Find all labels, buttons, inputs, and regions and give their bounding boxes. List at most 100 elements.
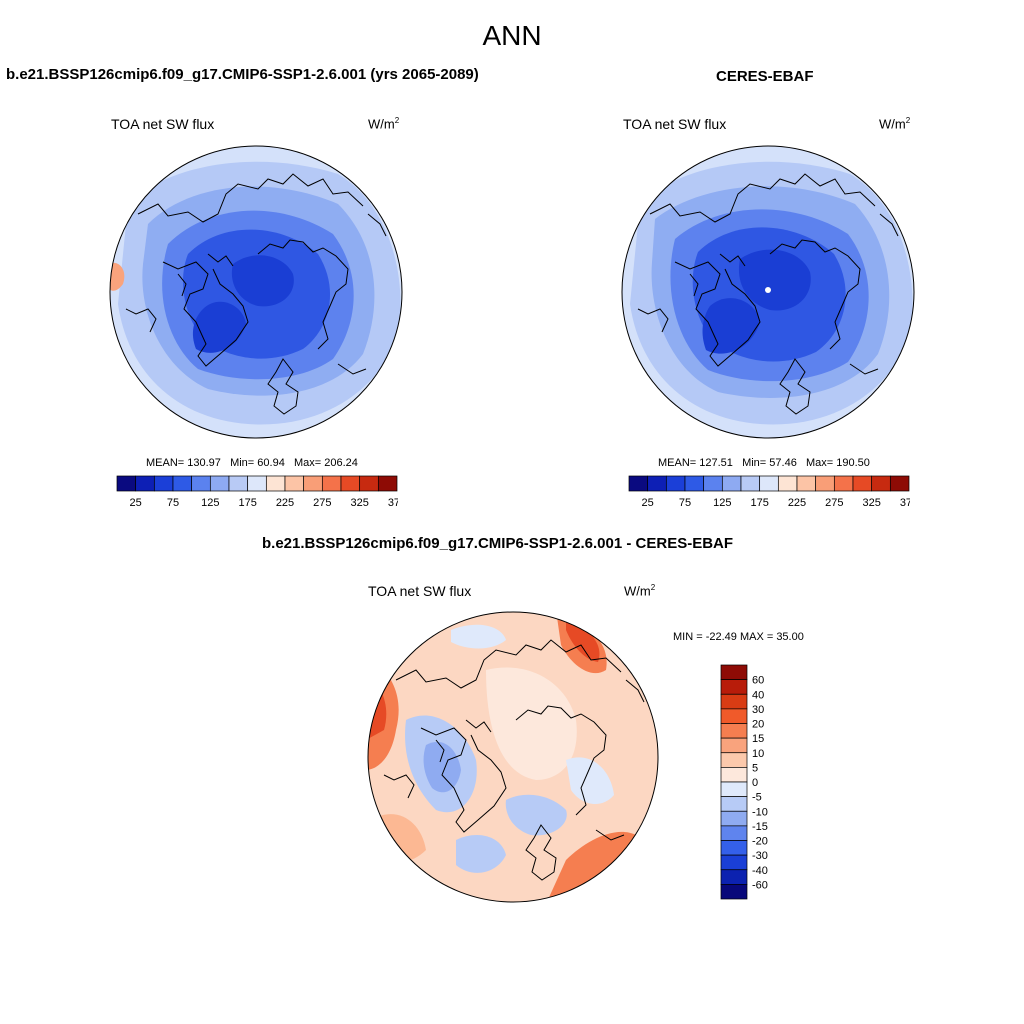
panel-title-obs: CERES-EBAF xyxy=(716,68,814,85)
colorbar-segment xyxy=(720,708,748,724)
mean-value: MEAN= 127.51 xyxy=(658,457,733,469)
max-value: Max= 206.24 xyxy=(293,457,358,469)
polar-map-diff xyxy=(367,611,659,903)
colorbar-tick-label: 375 xyxy=(388,497,398,509)
units-label-diff: W/m2 xyxy=(624,583,656,599)
colorbar-segment xyxy=(720,781,748,797)
colorbar-segment xyxy=(720,723,748,739)
colorbar-segment xyxy=(340,475,361,492)
colorbar-segment xyxy=(720,737,748,754)
colorbar-tick-label: 25 xyxy=(642,497,654,509)
colorbar-tick-label: 175 xyxy=(238,497,256,509)
colorbar-tick-label: -60 xyxy=(752,879,768,891)
colorbar-tick-label: -40 xyxy=(752,865,768,877)
colorbar-tick-label: 375 xyxy=(900,497,910,509)
colorbar-tick-label: 325 xyxy=(350,497,368,509)
variable-label-model: TOA net SW flux xyxy=(111,116,215,132)
colorbar-segment xyxy=(720,884,748,900)
colorbar-segment xyxy=(720,664,748,680)
variable-label-obs: TOA net SW flux xyxy=(623,116,727,132)
colorbar-segment xyxy=(703,475,723,492)
colorbar-tick-label: -15 xyxy=(752,821,768,833)
colorbar-segment xyxy=(720,693,748,710)
polar-map-model xyxy=(109,145,403,439)
colorbar-segment xyxy=(852,475,873,492)
colorbar-segment xyxy=(720,810,748,827)
colorbar-segment xyxy=(321,475,342,492)
colorbar-tick-label: -30 xyxy=(752,850,768,862)
colorbar-tick-label: 325 xyxy=(862,497,880,509)
colorbar-tick-label: 40 xyxy=(752,689,764,701)
colorbar-segment xyxy=(191,475,211,492)
colorbar-segment xyxy=(720,796,748,812)
colorbar-tick-label: 0 xyxy=(752,777,758,789)
colorbar-tick-label: 25 xyxy=(130,497,142,509)
colorbar-segment xyxy=(720,767,748,783)
colorbar-tick-label: 225 xyxy=(788,497,806,509)
colorbar-segment xyxy=(628,475,649,492)
colorbar-segment xyxy=(284,475,305,492)
colorbar-segment xyxy=(720,869,748,885)
colorbar-segment xyxy=(359,475,379,492)
colorbar-segment xyxy=(247,475,267,492)
colorbar-segment xyxy=(684,475,705,492)
colorbar-tick-label: 125 xyxy=(201,497,219,509)
colorbar-tick-label: 20 xyxy=(752,719,764,731)
panel-title-diff: b.e21.BSSP126cmip6.f09_g17.CMIP6-SSP1-2.… xyxy=(262,535,734,552)
colorbar-segment xyxy=(720,752,748,768)
colorbar-tick-label: 125 xyxy=(713,497,731,509)
mean-value: MEAN= 130.97 xyxy=(146,457,221,469)
colorbar-segment xyxy=(720,840,748,856)
page-title: ANN xyxy=(482,20,542,51)
colorbar-tick-label: 15 xyxy=(752,733,764,745)
polar-map-obs xyxy=(621,145,915,439)
minmax-diff: MIN = -22.49 MAX = 35.00 xyxy=(673,631,804,643)
colorbar-segment xyxy=(116,475,137,492)
stats-obs: MEAN= 127.51 Min= 57.46 Max= 190.50 xyxy=(658,457,870,469)
colorbar-tick-label: 75 xyxy=(679,497,691,509)
colorbar-obs: 25 75 125 175 225 275 325 375 xyxy=(628,475,910,509)
colorbar-segment xyxy=(153,475,174,492)
colorbar-segment xyxy=(889,475,910,492)
colorbar-segment xyxy=(833,475,854,492)
colorbar-tick-label: 60 xyxy=(752,675,764,687)
colorbar-segment xyxy=(665,475,686,492)
colorbar-segment xyxy=(647,475,667,492)
colorbar-tick-label: -20 xyxy=(752,836,768,848)
colorbar-segment xyxy=(759,475,779,492)
colorbar-segment xyxy=(720,679,748,695)
colorbar-segment xyxy=(815,475,835,492)
colorbar-tick-label: 75 xyxy=(167,497,179,509)
colorbar-segment xyxy=(135,475,155,492)
colorbar-segment xyxy=(228,475,249,492)
colorbar-model: 25 75 125 175 225 275 325 375 xyxy=(116,475,398,509)
colorbar-segment xyxy=(721,475,742,492)
units-label-obs: W/m2 xyxy=(879,116,911,132)
min-value: Min= 60.94 xyxy=(230,457,285,469)
variable-label-diff: TOA net SW flux xyxy=(368,583,472,599)
colorbar-segment xyxy=(871,475,891,492)
colorbar-segment xyxy=(265,475,286,492)
stats-model: MEAN= 130.97 Min= 60.94 Max= 206.24 xyxy=(146,457,358,469)
colorbar-tick-label: 275 xyxy=(825,497,843,509)
colorbar-tick-label: 10 xyxy=(752,748,764,760)
colorbar-tick-label: 175 xyxy=(750,497,768,509)
colorbar-segment xyxy=(740,475,761,492)
colorbar-segment xyxy=(720,825,748,841)
colorbar-segment xyxy=(777,475,798,492)
colorbar-segment xyxy=(796,475,817,492)
colorbar-segment xyxy=(172,475,193,492)
colorbar-tick-label: 5 xyxy=(752,762,758,774)
colorbar-tick-label: -10 xyxy=(752,806,768,818)
panel-title-model: b.e21.BSSP126cmip6.f09_g17.CMIP6-SSP1-2.… xyxy=(6,66,479,83)
units-label-model: W/m2 xyxy=(368,116,400,132)
colorbar-segment xyxy=(720,854,748,871)
colorbar-segment xyxy=(209,475,230,492)
colorbar-tick-label: 30 xyxy=(752,704,764,716)
colorbar-segment xyxy=(377,475,398,492)
colorbar-tick-label: 225 xyxy=(276,497,294,509)
colorbar-diff: 60 40 30 20 15 10 5 0 -5 -10 -15 -20 -30 -40 -60 xyxy=(720,664,768,900)
colorbar-tick-label: 275 xyxy=(313,497,331,509)
max-value: Max= 190.50 xyxy=(805,457,870,469)
colorbar-tick-label: -5 xyxy=(752,792,762,804)
